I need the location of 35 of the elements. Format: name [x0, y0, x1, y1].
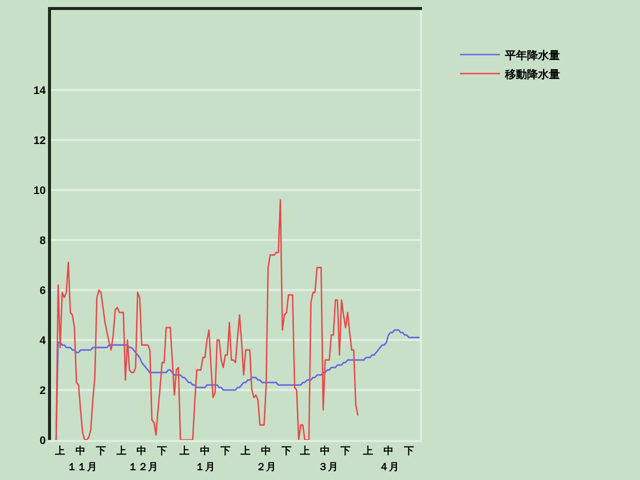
y-tick-label: 6: [40, 284, 46, 297]
x-tick-label: 上: [178, 445, 190, 457]
y-tick-label: 10: [34, 184, 46, 197]
x-tick-label: 上: [54, 445, 66, 457]
x-tick-label: 下: [156, 446, 168, 457]
x-tick-label: 中: [261, 445, 272, 457]
x-tick-label: 下: [340, 446, 351, 457]
legend-label: 平年降水量: [504, 48, 560, 62]
x-tick-label: 上: [115, 445, 126, 457]
y-tick-label: 2: [40, 384, 46, 397]
y-tick-label: 12: [34, 134, 46, 147]
text: １２月: [128, 462, 158, 473]
y-tick-label: 4: [40, 334, 47, 347]
x-tick-label: 下: [402, 446, 414, 457]
x-tick-label: 下: [280, 446, 292, 457]
x-tick-label: 上: [298, 445, 310, 457]
x-tick-label: 中: [383, 445, 394, 457]
x-tick-label: 下: [94, 446, 106, 457]
y-tick-label: 0: [40, 434, 46, 447]
y-tick-label: 14: [34, 84, 47, 97]
line-series: [55, 199, 359, 440]
x-tick-label: 中: [320, 445, 330, 457]
x-tick-label: 下: [219, 446, 230, 457]
text: ３月: [318, 462, 338, 473]
text: １月: [195, 462, 215, 473]
x-tick-label: 中: [136, 445, 147, 457]
text: ４月: [379, 462, 399, 473]
x-tick-label: 中: [200, 445, 210, 457]
text: ２月: [256, 462, 276, 473]
x-tick-label: 上: [240, 445, 251, 457]
x-tick-label: 上: [362, 445, 374, 457]
text: １１月: [67, 462, 97, 473]
y-tick-label: 8: [40, 234, 46, 247]
legend-label: 移動降水量: [504, 68, 560, 81]
x-tick-label: 中: [76, 445, 86, 457]
